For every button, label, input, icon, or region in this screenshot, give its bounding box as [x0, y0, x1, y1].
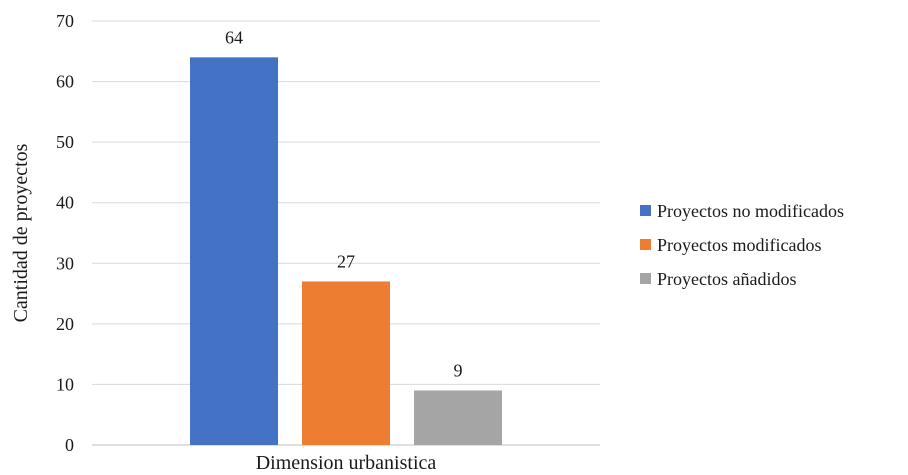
- y-tick-label: 0: [65, 435, 74, 455]
- y-axis-title: Cantidad de proyectos: [10, 143, 32, 322]
- y-tick-label: 50: [56, 132, 74, 152]
- bar-2: [302, 281, 390, 445]
- legend-swatch-1: [640, 205, 651, 216]
- x-axis-title: Dimension urbanistica: [256, 452, 437, 474]
- legend-swatch-2: [640, 239, 651, 250]
- legend-label-3: Proyectos añadidos: [657, 269, 796, 289]
- bar-3: [414, 390, 502, 445]
- y-tick-label: 60: [56, 72, 74, 92]
- legend-label-2: Proyectos modificados: [657, 235, 821, 255]
- y-axis-tick-labels: 0 10 20 30 40 50 60 70: [56, 11, 74, 455]
- data-label-3: 9: [454, 360, 463, 380]
- y-tick-label: 40: [56, 193, 74, 213]
- bar-1: [190, 57, 278, 445]
- y-tick-label: 70: [56, 11, 74, 31]
- bars: [190, 57, 502, 445]
- legend: Proyectos no modificados Proyectos modifi…: [640, 201, 844, 289]
- data-label-1: 64: [225, 27, 243, 47]
- data-labels: 64 27 9: [225, 27, 463, 380]
- legend-label-1: Proyectos no modificados: [657, 201, 844, 221]
- y-tick-label: 20: [56, 314, 74, 334]
- legend-swatch-3: [640, 273, 651, 284]
- y-tick-label: 30: [56, 253, 74, 273]
- y-tick-label: 10: [56, 374, 74, 394]
- data-label-2: 27: [337, 251, 355, 271]
